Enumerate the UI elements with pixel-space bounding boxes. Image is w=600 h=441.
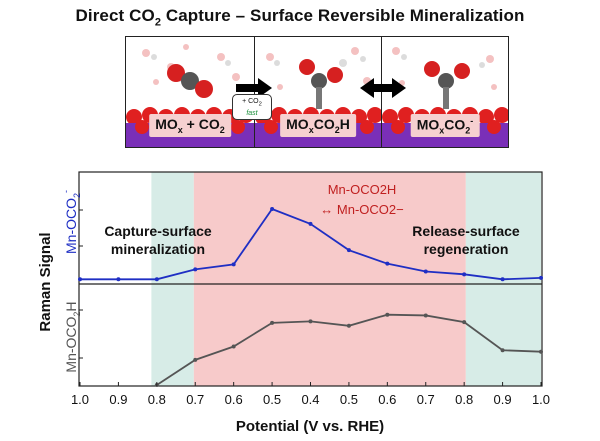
x-tick-label: 0.4 [301,392,319,407]
x-tick-label: 0.6 [378,392,396,407]
capture-annotation-line1: Capture-surface [104,223,212,239]
species-annotation-2: ↔ Mn-OCO2− [320,202,403,217]
data-point [116,277,121,282]
x-axis-title: Potential (V vs. RHE) [236,418,384,435]
x-tick-label: 1.0 [71,392,89,407]
x-tick-label: 0.5 [263,392,281,407]
x-tick-label: 0.5 [340,392,358,407]
data-point [423,313,428,318]
data-point [308,221,313,226]
data-point [193,267,198,272]
top-y-label: Mn-OCO2- [61,190,82,254]
species-annotation-1: Mn-OCO2H [328,182,397,197]
x-tick-label: 1.0 [532,392,550,407]
capture-annotation-line2: mineralization [111,241,205,257]
bottom-y-label: Mn-OCO2H [63,301,82,372]
figure-title: Direct CO2 Capture – Surface Reversible … [75,6,525,29]
release-annotation-line1: Release-surface [412,223,520,239]
data-point [462,272,467,277]
y-axis-title: Raman Signal [37,232,54,331]
x-tick-label: 0.8 [148,392,166,407]
data-point [423,269,428,274]
transition-arrows [236,78,406,98]
data-point [308,319,313,324]
data-point [539,349,543,354]
fast-co2-badge: + CO2 fast [232,94,272,120]
shaded-region-1 [193,172,466,386]
data-point [462,320,467,325]
data-point [270,207,275,211]
panel-label-3: MOxCO2- [410,113,480,137]
panel-label-2: MOxCO2H [280,114,356,137]
data-point [346,323,351,328]
data-point [346,248,351,253]
data-point [193,357,198,362]
x-tick-label: 0.7 [186,392,204,407]
panel-capture: MOx + CO2 [125,36,255,148]
x-tick-label: 0.8 [455,392,473,407]
arrow-double-icon [360,78,406,98]
data-point [154,277,159,282]
data-point [231,344,236,349]
data-point [385,312,390,317]
x-tick-label: 0.7 [417,392,435,407]
panel-carbonate: MOxCO2- [381,36,509,148]
data-point [539,275,543,280]
x-tick-label: 0.9 [109,392,127,407]
x-tick-label: 0.6 [225,392,243,407]
arrow-right-icon [236,78,272,98]
panel-label-1: MOx + CO2 [149,114,231,137]
release-annotation-line2: regeneration [424,241,509,257]
panel-bicarbonate: MOxCO2H [254,36,382,148]
data-point [270,320,275,325]
data-point [500,277,505,282]
data-point [78,277,82,282]
x-tick-label: 0.9 [494,392,512,407]
data-point [231,262,236,267]
data-point [500,348,505,353]
data-point [385,261,390,266]
